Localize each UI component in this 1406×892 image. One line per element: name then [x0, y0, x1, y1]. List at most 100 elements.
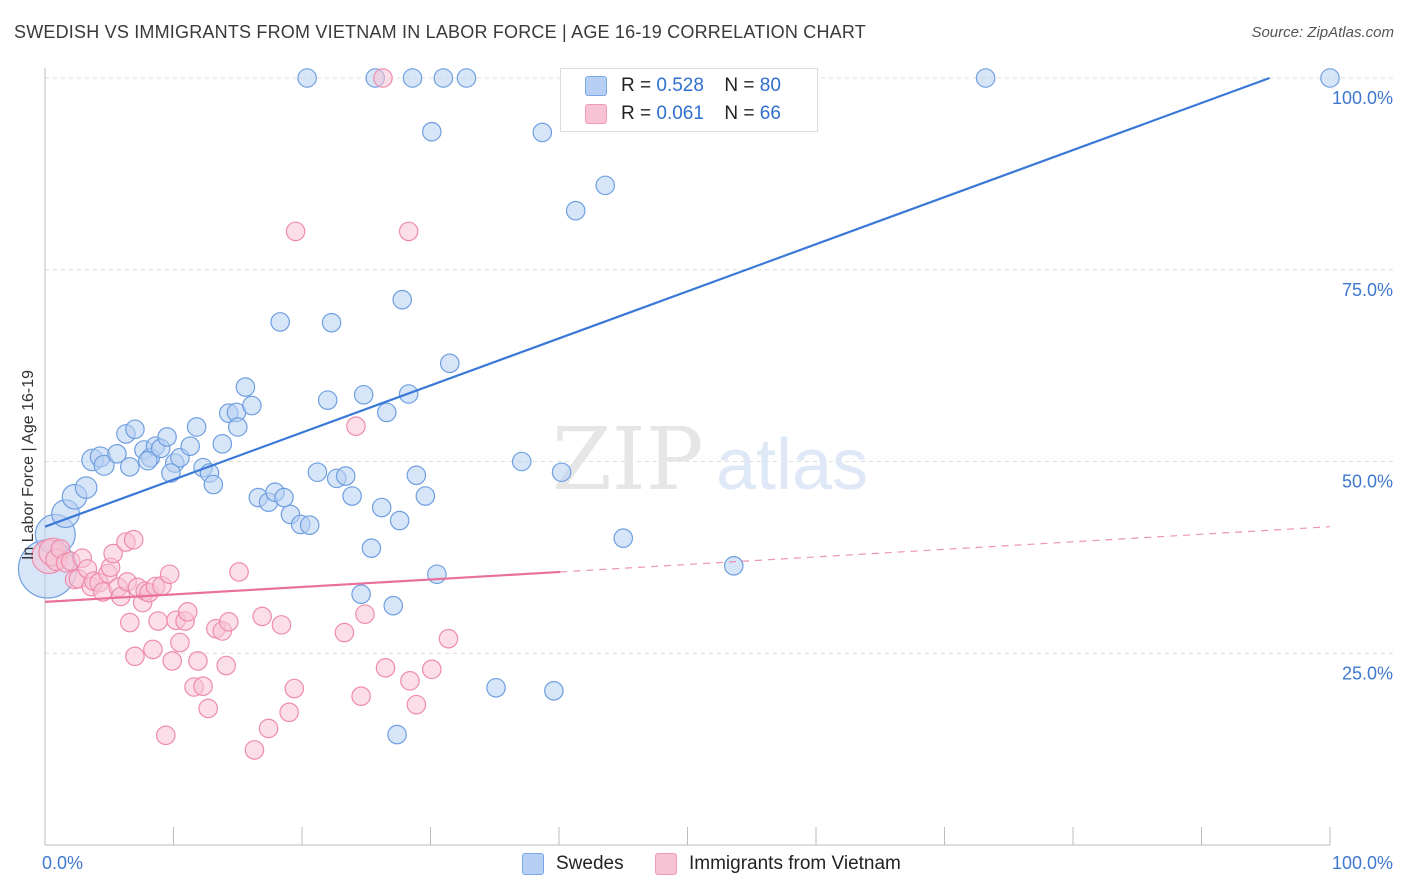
vietnam-point [400, 671, 420, 691]
watermark-atlas: atlas [716, 425, 868, 505]
swedes-point [433, 68, 454, 88]
vietnam-point [155, 725, 176, 746]
swedes-point [212, 434, 233, 454]
vietnam-point [284, 678, 305, 699]
swedes-point [180, 436, 201, 456]
vietnam-point [244, 740, 265, 760]
swedes-point [297, 68, 317, 88]
vietnam-point [216, 655, 236, 676]
swedes-points [17, 68, 1340, 745]
vietnam-point [123, 529, 144, 550]
swedes-point [456, 68, 477, 88]
swedes-point [392, 289, 413, 310]
swedes-point [186, 417, 207, 437]
vietnam-trend-line [44, 570, 561, 603]
vietnam-points [31, 68, 459, 760]
swedes-point [551, 462, 572, 483]
swedes-point [383, 595, 404, 616]
swedes-point [299, 515, 320, 535]
bottom-legend-vietnam: Immigrants from Vietnam [655, 852, 901, 876]
swedes-point [353, 384, 374, 405]
chart-title: SWEDISH VS IMMIGRANTS FROM VIETNAM IN LA… [14, 22, 866, 42]
swedes-point [565, 200, 586, 221]
vietnam-point [258, 718, 279, 739]
bottom-legend-swedes: Swedes [522, 852, 624, 876]
swedes-point [161, 463, 181, 483]
swedes-point [203, 474, 224, 495]
vietnam-point [373, 68, 393, 88]
y-tick-label-25: 25.0% [1342, 663, 1393, 683]
vietnam-point [285, 221, 306, 242]
vietnam-point [252, 606, 272, 627]
legend-r-label: R = [621, 75, 652, 96]
vietnam-point [162, 651, 183, 671]
swedes-point [723, 556, 744, 576]
vietnam-point [148, 611, 168, 631]
bottom-legend-swatch-vietnam [655, 853, 677, 875]
legend-row-vietnam: R = 0.061 N = 66 [585, 101, 781, 127]
vietnam-point [346, 416, 366, 437]
source-label: Source: ZipAtlas.com [1251, 24, 1394, 41]
swedes-point [270, 312, 290, 332]
vietnam-point [198, 698, 218, 719]
swedes-point [107, 444, 127, 464]
swedes-point [321, 312, 342, 333]
legend-r-label: R = [621, 103, 652, 124]
vietnam-point [229, 562, 249, 582]
swedes-trend-line [44, 76, 1270, 528]
watermark: ZIP atlas [552, 410, 868, 510]
legend-n-label: N = [724, 103, 755, 124]
vietnam-point [334, 622, 355, 643]
swedes-point [613, 528, 634, 548]
vietnam-point [125, 646, 145, 667]
legend-swatch-swedes [585, 76, 607, 96]
legend-row-swedes: R = 0.528 N = 80 [585, 73, 781, 99]
vietnam-point [438, 628, 459, 649]
axes [44, 68, 1331, 846]
swedes-point [486, 677, 506, 698]
bottom-legend-label-vietnam: Immigrants from Vietnam [689, 853, 901, 874]
legend-r-value-swedes: 0.528 [656, 75, 704, 96]
swedes-point [138, 450, 158, 471]
swedes-point [532, 122, 553, 143]
swedes-point [421, 121, 442, 142]
swedes-point [342, 486, 362, 506]
swedes-point [227, 417, 248, 437]
swedes-point [387, 724, 407, 745]
legend-n-value-vietnam: 66 [759, 103, 781, 124]
legend-r-value-vietnam: 0.061 [656, 103, 704, 124]
vietnam-point [170, 632, 190, 653]
y-tick-label-75: 75.0% [1342, 280, 1393, 300]
vietnam-point [351, 686, 371, 707]
vietnam-point [177, 602, 198, 622]
y-axis-label: In Labor Force | Age 16-19 [20, 369, 37, 561]
swedes-point [1320, 68, 1340, 88]
swedes-point [74, 476, 98, 499]
vietnam-point [375, 658, 396, 678]
swedes-point [317, 390, 338, 410]
trend-lines [44, 76, 1331, 603]
vietnam-point [218, 612, 239, 632]
swedes-point [406, 465, 427, 486]
bottom-legend-label-swedes: Swedes [556, 853, 624, 874]
swedes-point [975, 68, 996, 88]
watermark-zip: ZIP [552, 410, 704, 510]
legend-n-value-swedes: 80 [759, 75, 781, 96]
swedes-point [307, 462, 328, 483]
swedes-point [235, 377, 256, 397]
vietnam-point [120, 612, 140, 633]
swedes-point [511, 451, 532, 472]
swedes-point [402, 68, 423, 88]
swedes-point [544, 681, 564, 701]
swedes-point [361, 538, 382, 558]
swedes-point [274, 487, 294, 508]
swedes-point [120, 457, 140, 477]
vietnam-point [421, 659, 442, 680]
swedes-point [595, 175, 616, 196]
y-tick-label-100: 100.0% [1332, 88, 1393, 108]
swedes-point [157, 427, 177, 447]
vietnam-point [143, 639, 163, 660]
vietnam-point [188, 651, 208, 671]
tick-labels: 25.0% 50.0% 75.0% 100.0% 0.0% 100.0% [42, 88, 1393, 873]
